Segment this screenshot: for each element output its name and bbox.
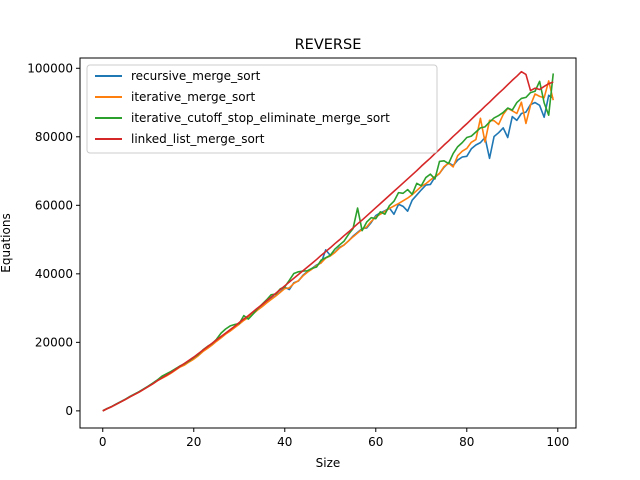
x-tick-label: 80 [459,435,474,449]
y-tick-label: 20000 [35,335,73,349]
y-axis-ticks: 0 20000 40000 60000 80000 100000 [27,61,80,418]
chart-title: REVERSE [295,37,362,53]
x-axis-ticks: 0 20 40 60 80 100 [99,428,569,449]
x-tick-label: 20 [186,435,201,449]
x-tick-label: 100 [546,435,569,449]
y-tick-label: 100000 [27,61,73,75]
legend-label: linked_list_merge_sort [131,132,265,146]
y-tick-label: 40000 [35,267,73,281]
y-tick-label: 60000 [35,198,73,212]
series-line-linked-list-merge-sort [102,70,554,412]
legend: recursive_merge_sort iterative_merge_sort… [86,64,438,154]
legend-label: recursive_merge_sort [131,69,261,83]
legend-box [86,64,438,154]
y-tick-label: 80000 [35,130,73,144]
legend-label: iterative_merge_sort [131,90,256,104]
series-lines [102,70,555,412]
x-tick-label: 0 [99,435,107,449]
legend-label: iterative_cutoff_stop_eliminate_merge_so… [131,111,390,125]
x-tick-label: 40 [277,435,292,449]
y-axis-label: Equations [0,213,13,272]
x-axis-label: Size [316,456,341,470]
y-tick-label: 0 [65,404,73,418]
x-tick-label: 60 [368,435,383,449]
plot-frame [79,57,577,429]
